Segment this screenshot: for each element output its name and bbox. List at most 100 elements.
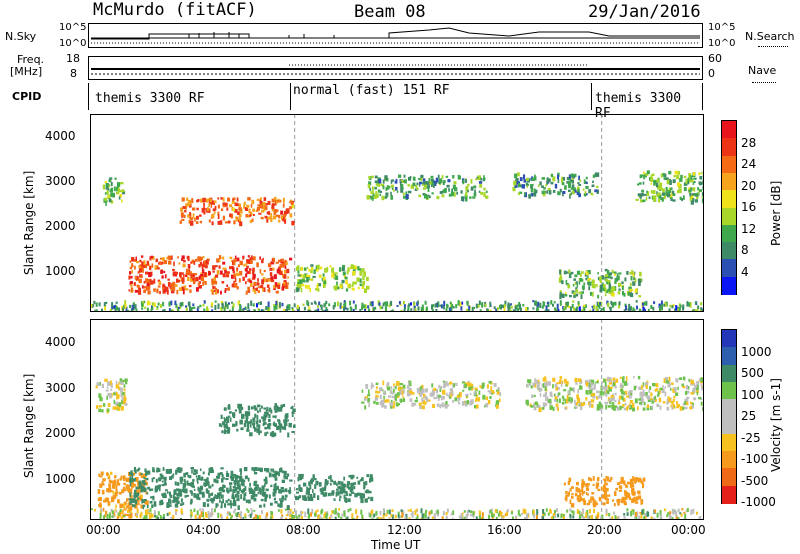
echo-cell: [341, 267, 345, 272]
echo-cell: [266, 431, 269, 434]
echo-cell: [113, 511, 115, 516]
echo-cell: [142, 499, 145, 503]
echo-cell: [276, 471, 280, 476]
echo-cell: [247, 405, 250, 411]
echo-cell: [578, 175, 580, 181]
echo-cell: [457, 399, 460, 403]
echo-cell: [688, 302, 691, 307]
echo-cell: [433, 387, 436, 391]
echo-cell: [696, 381, 700, 386]
echo-cell: [642, 389, 645, 394]
echo-cell: [690, 195, 694, 200]
echo-cell: [130, 470, 133, 473]
echo-cell: [120, 475, 123, 480]
echo-cell: [107, 497, 110, 502]
echo-cell: [398, 403, 401, 406]
echo-cell: [611, 516, 614, 520]
echo-cell: [667, 396, 670, 400]
echo-cell: [488, 517, 490, 520]
echo-cell: [640, 385, 643, 390]
echo-cell: [519, 303, 521, 310]
echo-cell: [612, 377, 616, 381]
echo-cell: [274, 415, 277, 419]
echo-cell: [365, 489, 369, 494]
echo-cell: [233, 510, 235, 514]
echo-cell: [239, 468, 242, 472]
echo-cell: [281, 479, 285, 483]
echo-cell: [106, 386, 109, 389]
echo-cell: [291, 405, 294, 409]
echo-cell: [192, 279, 195, 285]
echo-cell: [177, 306, 180, 309]
echo-cell: [133, 282, 136, 286]
echo-cell: [99, 508, 102, 515]
echo-cell: [463, 516, 466, 520]
echo-cell: [442, 182, 445, 186]
echo-cell: [545, 184, 548, 187]
echo-cell: [162, 501, 164, 505]
echo-cell: [537, 301, 540, 307]
echo-cell: [273, 274, 277, 280]
echo-cell: [585, 487, 590, 491]
echo-cell: [608, 273, 611, 279]
echo-cell: [646, 380, 649, 384]
echo-cell: [121, 199, 123, 203]
echo-cell: [412, 176, 416, 181]
echo-cell: [221, 256, 225, 260]
echo-cell: [142, 504, 146, 507]
echo-cell: [588, 499, 591, 504]
colorbar-swatch: [722, 330, 736, 349]
echo-cell: [301, 278, 305, 282]
echo-cell: [391, 187, 394, 190]
echo-cell: [554, 307, 556, 311]
echo-cell: [251, 199, 255, 205]
echo-cell: [570, 271, 574, 275]
echo-cell: [119, 509, 122, 512]
echo-cell: [268, 472, 272, 478]
echo-cell: [217, 289, 219, 294]
echo-cell: [175, 303, 178, 309]
echo-cell: [153, 288, 156, 292]
echo-cell: [591, 514, 593, 520]
echo-cell: [449, 301, 452, 305]
echo-cell: [605, 508, 608, 514]
echo-cell: [253, 487, 257, 491]
echo-cell: [283, 403, 286, 407]
echo-cell: [146, 307, 149, 312]
echo-cell: [607, 302, 610, 306]
echo-cell: [473, 306, 476, 310]
power-cbar-tick: 28: [741, 136, 757, 150]
echo-cell: [611, 286, 614, 292]
echo-cell: [440, 304, 443, 309]
echo-cell: [317, 283, 319, 286]
echo-cell: [682, 376, 686, 381]
echo-cell: [177, 279, 181, 283]
echo-cell: [123, 488, 127, 492]
echo-cell: [400, 184, 404, 190]
echo-cell: [271, 198, 275, 203]
echo-cell: [160, 517, 163, 520]
echo-cell: [654, 399, 657, 402]
echo-cell: [668, 308, 671, 312]
echo-cell: [307, 496, 312, 501]
echo-cell: [416, 396, 418, 400]
echo-cell: [185, 272, 188, 277]
echo-cell: [690, 401, 693, 405]
echo-cell: [280, 509, 283, 514]
echo-cell: [497, 512, 500, 517]
echo-cell: [107, 187, 109, 191]
echo-cell: [172, 473, 175, 477]
echo-cell: [118, 402, 122, 407]
echo-cell: [162, 309, 165, 312]
echo-cell: [475, 178, 478, 181]
echo-cell: [344, 301, 347, 308]
echo-cell: [298, 279, 302, 282]
echo-cell: [437, 174, 440, 178]
echo-cell: [145, 471, 148, 476]
echo-cell: [646, 190, 648, 194]
echo-cell: [263, 287, 266, 292]
echo-cell: [236, 482, 240, 487]
echo-cell: [660, 173, 663, 178]
echo-cell: [521, 184, 525, 189]
echo-cell: [272, 267, 275, 271]
